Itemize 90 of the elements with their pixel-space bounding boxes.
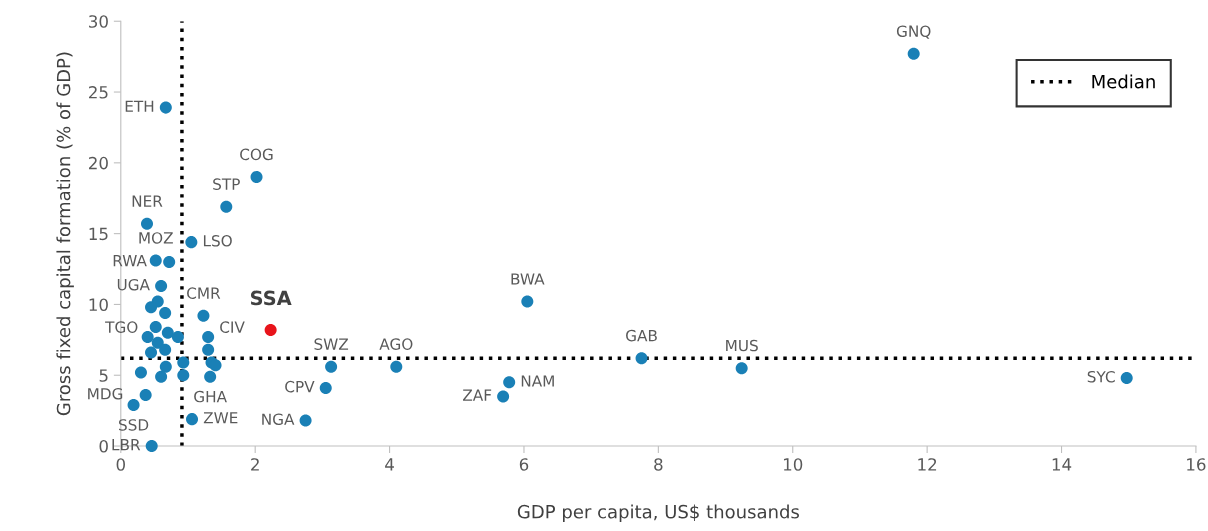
point bbox=[202, 343, 215, 356]
annotation: COG bbox=[240, 148, 273, 161]
annotation: AGO bbox=[379, 338, 413, 350]
annotation: LBR bbox=[112, 439, 141, 451]
point bbox=[155, 280, 168, 293]
point bbox=[220, 200, 233, 213]
point bbox=[141, 330, 154, 344]
annotation: NAM bbox=[521, 375, 554, 387]
point bbox=[635, 352, 648, 365]
x-tick-label: 6 bbox=[519, 458, 529, 471]
point bbox=[735, 362, 748, 375]
point bbox=[140, 217, 154, 230]
point bbox=[161, 326, 174, 339]
point bbox=[145, 440, 158, 453]
y-tick-label: 0 bbox=[99, 440, 108, 453]
point bbox=[319, 381, 332, 394]
x-tick-label: 2 bbox=[251, 458, 259, 471]
y-tick-label: 10 bbox=[89, 298, 108, 312]
x-tick-label: 16 bbox=[1187, 458, 1206, 471]
point bbox=[250, 170, 263, 184]
point bbox=[159, 101, 172, 114]
annotation: GNQ bbox=[896, 25, 931, 39]
point bbox=[209, 359, 222, 372]
annotation: NGA bbox=[262, 413, 295, 425]
annotation: NER bbox=[132, 195, 163, 207]
x-axis-title: GDP per capita, US$ thousands bbox=[517, 504, 799, 523]
y-tick-label: 25 bbox=[89, 86, 108, 99]
point bbox=[149, 321, 162, 334]
point bbox=[171, 330, 184, 344]
point bbox=[155, 370, 168, 383]
point bbox=[139, 389, 152, 402]
ref-line-label: Median bbox=[1092, 74, 1155, 89]
annotation: RWA bbox=[113, 255, 147, 267]
annotation: ZWE bbox=[203, 412, 238, 424]
point bbox=[204, 370, 217, 383]
point bbox=[177, 369, 190, 382]
series-label: SSA bbox=[250, 290, 292, 306]
point bbox=[127, 398, 140, 411]
x-tick-label: 12 bbox=[918, 458, 937, 471]
point bbox=[325, 360, 338, 373]
point bbox=[185, 236, 198, 249]
y-tick-label: 15 bbox=[89, 227, 108, 241]
point bbox=[503, 376, 516, 389]
annotation: SSD bbox=[118, 419, 149, 431]
point bbox=[186, 413, 199, 426]
annotation: CPV bbox=[285, 380, 315, 393]
point bbox=[159, 343, 172, 356]
point bbox=[264, 323, 277, 336]
annotation: SWZ bbox=[314, 338, 349, 350]
annotation: UGA bbox=[117, 278, 150, 291]
point bbox=[159, 360, 172, 373]
annotation: GAB bbox=[626, 329, 657, 342]
point bbox=[145, 346, 158, 359]
annotation: ZAF bbox=[463, 389, 492, 401]
annotation: LSO bbox=[203, 235, 232, 247]
annotation: MOZ bbox=[139, 232, 173, 244]
point bbox=[145, 301, 158, 314]
point bbox=[1120, 372, 1133, 385]
y-tick-label: 20 bbox=[89, 156, 108, 170]
annotation: MDG bbox=[88, 387, 123, 400]
point bbox=[197, 309, 210, 322]
point bbox=[299, 414, 312, 427]
annotation: CMR bbox=[187, 287, 221, 299]
x-tick-label: 0 bbox=[116, 458, 125, 471]
point bbox=[134, 366, 147, 379]
x-tick-label: 4 bbox=[385, 458, 394, 471]
annotation: BWA bbox=[511, 273, 545, 285]
annotation: ETH bbox=[125, 100, 154, 112]
point bbox=[151, 336, 164, 349]
x-tick-label: 14 bbox=[1052, 458, 1072, 471]
y-tick-label: 30 bbox=[89, 15, 108, 28]
annotation: TGO bbox=[105, 321, 138, 333]
annotation: CIV bbox=[220, 321, 245, 333]
point bbox=[159, 306, 172, 319]
annotation: GHA bbox=[194, 390, 227, 403]
point bbox=[149, 254, 162, 267]
y-tick-label: 5 bbox=[99, 369, 108, 382]
annotation: STP bbox=[213, 178, 240, 190]
x-tick-label: 8 bbox=[654, 458, 663, 471]
point bbox=[163, 255, 176, 268]
annotation: MUS bbox=[726, 339, 758, 352]
annotation: SYC bbox=[1087, 370, 1115, 383]
point bbox=[497, 390, 510, 403]
point bbox=[177, 356, 190, 369]
point bbox=[202, 330, 215, 344]
point bbox=[390, 360, 403, 373]
y-axis-title: Gross fixed capital formation (% of GDP) bbox=[56, 52, 74, 416]
point bbox=[521, 295, 534, 308]
x-tick-label: 10 bbox=[783, 458, 803, 471]
point bbox=[907, 47, 920, 60]
